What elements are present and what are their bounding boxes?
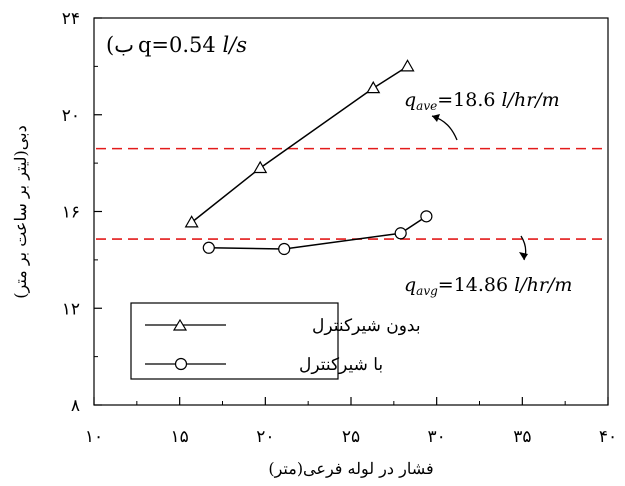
x-tick-label: ۴۰ — [599, 427, 617, 447]
circle-point — [278, 242, 291, 256]
y-tick-label: ۲۴ — [62, 9, 80, 29]
triangle-point — [366, 80, 381, 94]
ref-label-lower: qavg=14.86 l/hr/m — [404, 274, 572, 298]
triangle-point — [253, 160, 268, 174]
panel-title: (ب q=0.54 l/s — [106, 33, 247, 57]
panel-label: (ب — [106, 33, 134, 57]
circle-point — [394, 227, 407, 240]
circle-point — [202, 241, 215, 254]
legend-triangle-marker — [172, 318, 188, 331]
circle-point — [420, 210, 433, 223]
legend: بدون شیرکنترل با شیرکنترل — [130, 302, 421, 380]
y-axis: ۸ ۱۲ ۱۶ ۲۰ ۲۴ — [62, 9, 102, 416]
x-tick-label: ۱۵ — [171, 427, 189, 447]
x-tick-label: ۳۰ — [428, 427, 446, 447]
panel-title-unit: l/s — [222, 33, 247, 57]
x-tick-label: ۲۰ — [256, 427, 274, 447]
reference-lines — [96, 147, 606, 240]
series-line-1 — [191, 65, 408, 223]
x-axis: ۱۰ ۱۵ ۲۰ ۲۵ ۳۰ ۳۵ ۴۰ — [85, 397, 617, 447]
ref-label-upper: qave=18.6 l/hr/m — [404, 89, 560, 113]
reference-labels: qave=18.6 l/hr/m qavg=14.86 l/hr/m — [404, 89, 572, 298]
y-axis-title: دبی(لیتر بر ساعت بر متر) — [11, 125, 30, 298]
legend-circle-marker — [174, 357, 188, 371]
series-line-2 — [208, 215, 427, 250]
panel-title-prefix: q=0.54 — [138, 33, 222, 57]
legend-label-2: با شیرکنترل — [299, 355, 383, 375]
y-tick-label: ۱۲ — [62, 299, 80, 319]
arrow-lower-head — [519, 252, 528, 260]
x-tick-label: ۲۵ — [342, 427, 360, 447]
series-layer — [184, 59, 433, 256]
y-tick-label: ۸ — [71, 396, 80, 416]
arrow-upper-head — [432, 114, 440, 122]
x-axis-title: فشار در لوله فرعی(متر) — [268, 459, 433, 478]
x-tick-label: ۳۵ — [513, 427, 531, 447]
triangle-point — [400, 59, 415, 72]
x-tick-label: ۱۰ — [85, 427, 103, 447]
triangle-point — [184, 215, 199, 228]
legend-box — [130, 302, 339, 380]
legend-label-1: بدون شیرکنترل — [312, 316, 421, 336]
y-tick-label: ۲۰ — [62, 106, 80, 126]
y-tick-label: ۱۶ — [62, 203, 80, 223]
